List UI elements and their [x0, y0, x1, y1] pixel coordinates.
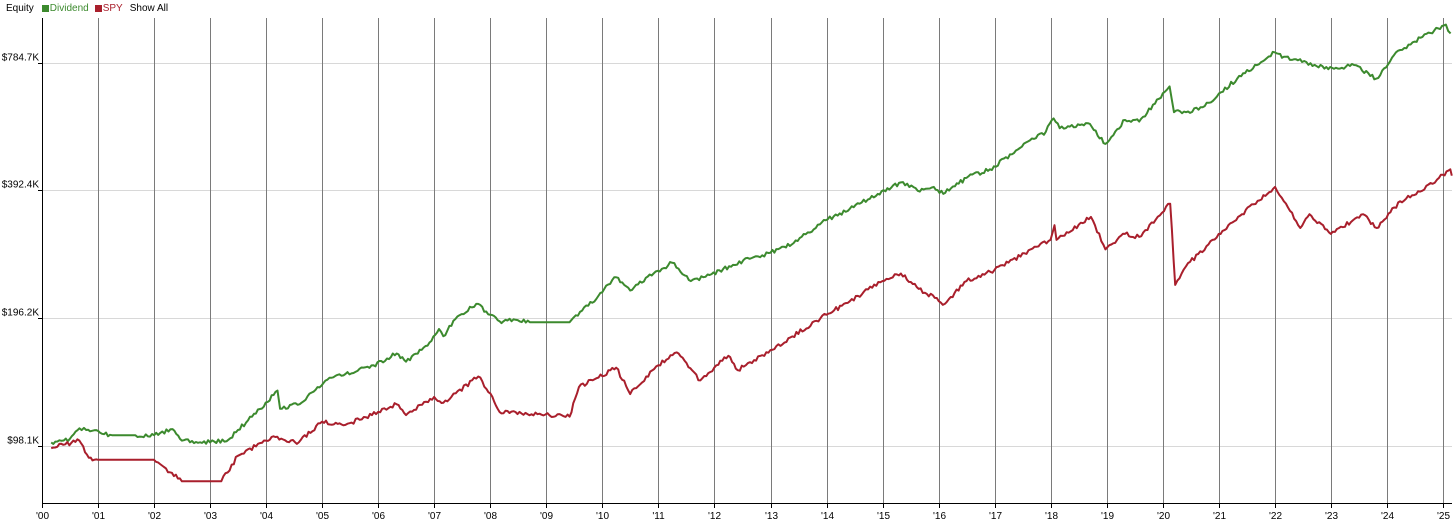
axis-layer: $98.1K $196.2K $392.4K $784.7K '00 '01 '02 '03 '…	[2, 18, 1452, 522]
x-tick-label: '00	[36, 511, 49, 522]
legend-item-spy[interactable]: SPY	[94, 2, 123, 14]
y-tick-label: $392.4K	[2, 180, 40, 191]
x-tick-label: '25	[1437, 511, 1450, 522]
x-tick-label: '03	[204, 511, 217, 522]
x-tick-label: '17	[989, 511, 1002, 522]
x-tick-label: '22	[1269, 511, 1282, 522]
series-layer	[50, 23, 1453, 483]
x-tick-label: '21	[1213, 511, 1226, 522]
grid-layer	[42, 18, 1452, 503]
x-tick-label: '13	[765, 511, 778, 522]
x-tick-label: '04	[260, 511, 273, 522]
legend-title: Equity	[6, 2, 34, 14]
x-tick-label: '23	[1325, 511, 1338, 522]
legend-swatch-dividend	[41, 4, 49, 12]
x-tick-label: '11	[652, 511, 665, 522]
x-tick-label: '01	[92, 511, 105, 522]
x-tick-label: '07	[428, 511, 441, 522]
x-tick-label: '12	[708, 511, 721, 522]
legend-label-spy: SPY	[102, 2, 123, 14]
chart-legend: Equity Dividend SPY Show All	[6, 1, 168, 15]
series-line-dividend	[50, 23, 1452, 445]
series-line-spy	[50, 168, 1453, 483]
legend-label-dividend: Dividend	[49, 2, 89, 14]
x-tick-label: '10	[596, 511, 609, 522]
x-tick-label: '05	[316, 511, 329, 522]
x-tick-label: '24	[1381, 511, 1394, 522]
x-tick-label: '15	[877, 511, 890, 522]
x-tick-label: '19	[1101, 511, 1114, 522]
x-tick-label: '06	[372, 511, 385, 522]
x-tick-label: '14	[821, 511, 834, 522]
x-tick-label: '16	[933, 511, 946, 522]
y-tick-label: $98.1K	[7, 436, 39, 447]
x-tick-label: '18	[1045, 511, 1058, 522]
legend-item-dividend[interactable]: Dividend	[41, 2, 89, 14]
y-tick-label: $784.7K	[2, 53, 40, 64]
x-tick-label: '20	[1157, 511, 1170, 522]
legend-swatch-spy	[94, 4, 102, 12]
x-tick-label: '02	[148, 511, 161, 522]
x-tick-label: '09	[540, 511, 553, 522]
x-tick-label: '08	[484, 511, 497, 522]
show-all-button[interactable]: Show All	[129, 2, 169, 14]
y-tick-label: $196.2K	[2, 308, 40, 319]
